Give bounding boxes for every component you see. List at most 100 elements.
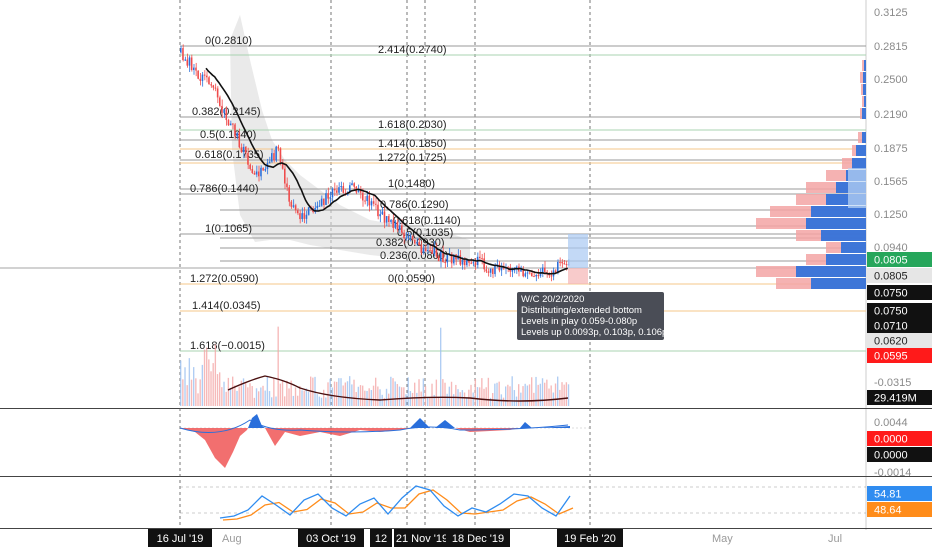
- volume-bar: [214, 344, 217, 406]
- candle: [385, 216, 388, 223]
- candle: [329, 197, 332, 199]
- volume-bar: [559, 389, 561, 406]
- candle: [498, 264, 501, 271]
- candle: [240, 147, 243, 153]
- volume-bar: [481, 378, 483, 406]
- volume-bar: [526, 385, 529, 406]
- volume-bar: [385, 388, 388, 406]
- volume-bar: [535, 376, 537, 406]
- stoch-badge: 54.81: [867, 486, 932, 501]
- candle: [197, 70, 199, 79]
- note-line: W/C 20/2/2020: [521, 294, 585, 305]
- candle: [338, 187, 340, 193]
- volume-bar: [212, 363, 214, 406]
- volume-bar: [366, 390, 368, 406]
- fib-label: 0.618(0.1140): [393, 215, 461, 227]
- volume-bar: [273, 377, 275, 406]
- price-badge-text: 0.0805: [874, 255, 908, 267]
- candle: [232, 123, 234, 125]
- date-label: Aug: [222, 533, 242, 545]
- candle: [203, 74, 206, 76]
- volume-bar: [561, 382, 563, 406]
- candle: [258, 171, 260, 177]
- stoch-badge-text: 48.64: [874, 505, 902, 517]
- volume-bar: [186, 385, 188, 406]
- volume-bar: [563, 384, 565, 406]
- volume-bar: [232, 376, 234, 406]
- candle: [264, 168, 267, 171]
- vp-highlight: [848, 168, 866, 208]
- volume-bar: [184, 367, 186, 406]
- date-badge-text: 21 Nov '19: [396, 533, 448, 545]
- note-line: Levels in play 0.059-0.080p: [521, 316, 638, 327]
- candle: [316, 205, 319, 209]
- volume-bar: [210, 371, 212, 406]
- candle: [229, 123, 232, 126]
- note-line: Levels up 0.0093p, 0.103p, 0.106p: [521, 327, 668, 338]
- macd-badge: 0.0000: [867, 431, 932, 446]
- candle: [327, 193, 329, 199]
- volume-bar: [483, 388, 485, 406]
- volume-bar: [450, 381, 453, 406]
- fib-label: 0.786(0.1440): [190, 183, 259, 195]
- candle: [214, 87, 217, 89]
- candle: [288, 187, 290, 202]
- price-badge: 0.0750: [867, 285, 932, 300]
- stoch-badge-bg: [867, 486, 932, 501]
- volume-bar: [440, 327, 442, 406]
- volume-bar: [197, 393, 199, 406]
- candle: [502, 267, 505, 269]
- candle: [522, 268, 524, 277]
- volume-bar: [522, 386, 524, 406]
- date-badge-text: 19 Feb '20: [564, 533, 616, 545]
- candle: [186, 59, 189, 66]
- candle: [554, 270, 557, 273]
- volume-bar: [370, 390, 373, 406]
- candle: [297, 210, 299, 214]
- candle: [351, 183, 353, 186]
- price-badge: 0.0710: [867, 318, 932, 333]
- candle: [420, 244, 423, 253]
- volume-bar: [546, 379, 548, 406]
- candle: [375, 203, 377, 205]
- volume-bar: [320, 397, 323, 406]
- candle: [201, 74, 204, 81]
- fib-label: 0(0.2810): [205, 35, 252, 47]
- candle: [537, 274, 540, 277]
- volume-bar: [418, 379, 420, 406]
- candle: [487, 271, 490, 273]
- price-badge: 0.0750: [867, 303, 932, 318]
- volume-bar: [411, 392, 414, 406]
- volume-bar: [190, 379, 193, 406]
- volume-bar: [444, 382, 446, 406]
- candle: [474, 262, 477, 266]
- candle: [307, 207, 310, 215]
- volume-bar: [199, 379, 201, 406]
- volume-bar: [303, 390, 305, 406]
- volume-bar: [297, 395, 299, 406]
- volume-bar: [550, 385, 552, 406]
- volume-bar: [505, 386, 507, 406]
- volume-bar: [437, 396, 440, 406]
- macd-tick-label: 0.0044: [874, 417, 908, 429]
- vp-bar-up: [826, 254, 866, 265]
- candle: [392, 219, 394, 228]
- ma-line: [205, 67, 569, 275]
- volume-bar: [455, 384, 457, 406]
- stoch-badge-text: 54.81: [874, 489, 902, 501]
- volume-bar: [338, 378, 340, 406]
- candle: [481, 258, 483, 260]
- stoch-k-line: [219, 485, 571, 519]
- volume-bar: [279, 383, 282, 406]
- price-badge-bg: [867, 333, 932, 348]
- date-badge-bg: [148, 529, 212, 547]
- date-badge-bg: [370, 529, 392, 547]
- vp-bar-up: [841, 242, 866, 253]
- candle: [468, 259, 470, 263]
- vp-bar-up: [864, 96, 866, 107]
- volume-bar: [548, 388, 550, 406]
- candle: [461, 259, 464, 265]
- date-label: Jul: [828, 533, 842, 545]
- volume-bar: [557, 376, 559, 406]
